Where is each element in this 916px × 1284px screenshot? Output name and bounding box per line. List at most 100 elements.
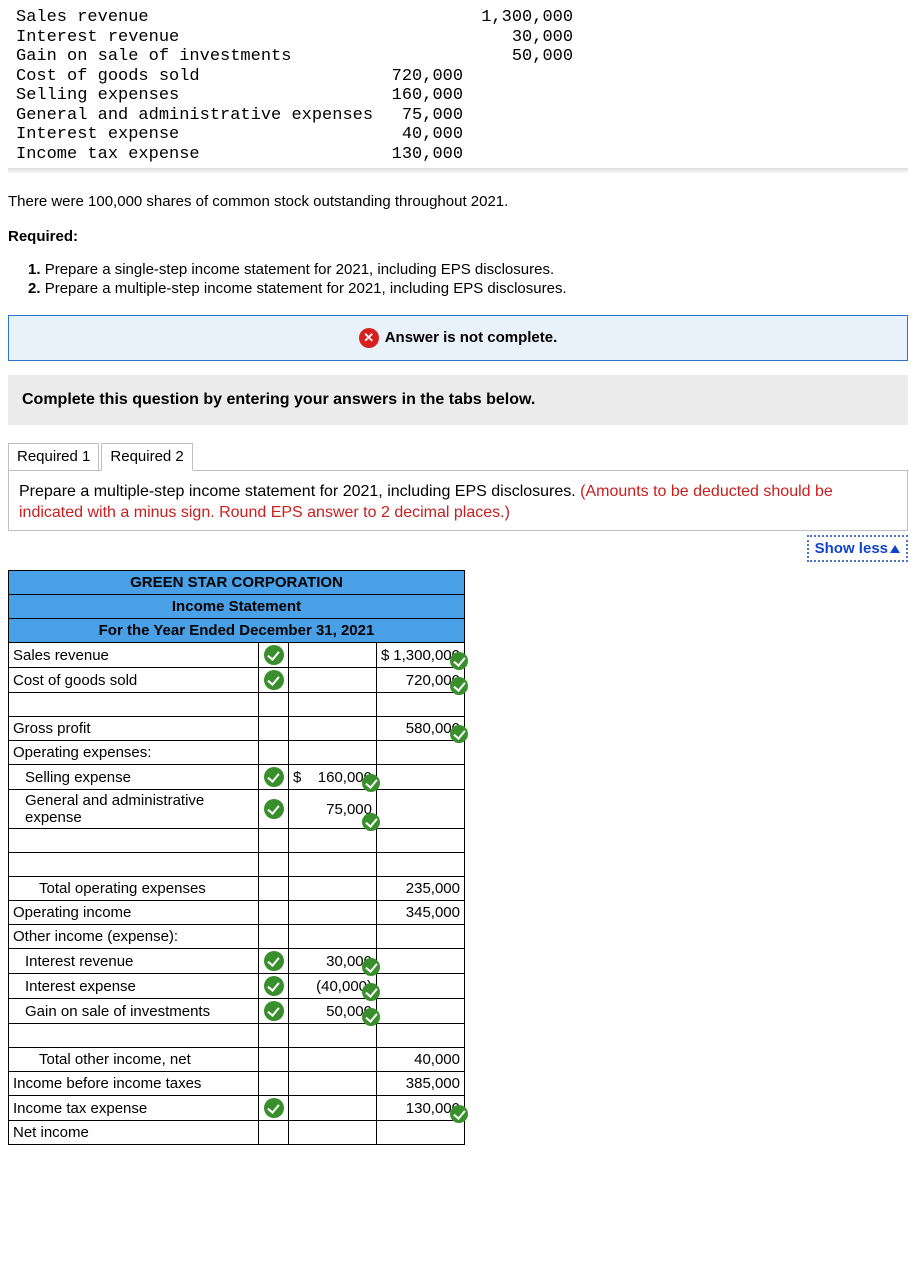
check-icon <box>264 951 284 971</box>
value-cell-2[interactable]: 720,000 <box>377 668 465 693</box>
instruction-box: Complete this question by entering your … <box>8 375 908 425</box>
tabs: Required 1 Required 2 <box>8 443 908 471</box>
row-label[interactable]: Other income (expense): <box>9 925 259 949</box>
value-cell-1[interactable] <box>289 741 377 765</box>
value-cell-1[interactable] <box>289 1024 377 1048</box>
value-cell-2[interactable] <box>377 1024 465 1048</box>
value-cell-2[interactable] <box>377 999 465 1024</box>
row-label[interactable]: Operating expenses: <box>9 741 259 765</box>
divider-shadow <box>8 168 908 174</box>
value-cell-1[interactable]: 50,000 <box>289 999 377 1024</box>
value-cell-2[interactable] <box>377 765 465 790</box>
value-cell-1[interactable]: $160,000 <box>289 765 377 790</box>
check-icon <box>264 799 284 819</box>
value-cell-2[interactable] <box>377 853 465 877</box>
value-cell-1[interactable]: (40,000) <box>289 974 377 999</box>
alert-text: Answer is not complete. <box>385 329 558 346</box>
value-cell-2[interactable] <box>377 925 465 949</box>
row-label[interactable]: Selling expense <box>9 765 259 790</box>
row-label[interactable]: Total operating expenses <box>9 877 259 901</box>
row-label[interactable]: Interest expense <box>9 974 259 999</box>
given-data-table: Sales revenue1,300,000Interest revenue30… <box>8 8 581 164</box>
table-row: Other income (expense): <box>9 925 465 949</box>
row-label[interactable]: Operating income <box>9 901 259 925</box>
value-cell-2[interactable] <box>377 790 465 829</box>
required-label: Required: <box>8 227 908 247</box>
table-row: Selling expense $160,000 <box>9 765 465 790</box>
value-cell-1[interactable] <box>289 693 377 717</box>
check-icon <box>264 767 284 787</box>
given-data-row: General and administrative expenses75,00… <box>8 106 581 126</box>
chevron-up-icon <box>890 545 900 553</box>
row-label[interactable]: Interest revenue <box>9 949 259 974</box>
value-cell-1[interactable]: 30,000 <box>289 949 377 974</box>
table-row: Gross profit 580,000 <box>9 717 465 741</box>
value-cell-1[interactable] <box>289 1121 377 1145</box>
row-label[interactable]: Cost of goods sold <box>9 668 259 693</box>
row-label <box>9 1024 259 1048</box>
value-cell-1[interactable] <box>289 925 377 949</box>
value-cell-2[interactable] <box>377 1121 465 1145</box>
given-data-row: Interest expense40,000 <box>8 125 581 145</box>
row-label[interactable]: Net income <box>9 1121 259 1145</box>
requirement-2: Prepare a multiple-step income statement… <box>45 280 567 297</box>
value-cell-1[interactable] <box>289 829 377 853</box>
statement-title: GREEN STAR CORPORATION <box>9 571 465 595</box>
value-cell-2[interactable] <box>377 974 465 999</box>
show-less-toggle[interactable]: Show less <box>807 535 908 562</box>
value-cell-2[interactable] <box>377 949 465 974</box>
given-data-row: Cost of goods sold720,000 <box>8 67 581 87</box>
prompt-main: Prepare a multiple-step income statement… <box>19 483 580 500</box>
value-cell-2[interactable]: 385,000 <box>377 1072 465 1096</box>
check-icon <box>264 1098 284 1118</box>
value-cell-1[interactable] <box>289 901 377 925</box>
value-cell-2[interactable] <box>377 741 465 765</box>
value-cell-2[interactable]: 130,000 <box>377 1096 465 1121</box>
row-label <box>9 693 259 717</box>
table-row <box>9 829 465 853</box>
row-label[interactable]: Income tax expense <box>9 1096 259 1121</box>
table-row: Cost of goods sold 720,000 <box>9 668 465 693</box>
value-cell-2[interactable]: 345,000 <box>377 901 465 925</box>
row-label[interactable]: Income before income taxes <box>9 1072 259 1096</box>
value-cell-2[interactable]: $1,300,000 <box>377 643 465 668</box>
table-row: Income before income taxes 385,000 <box>9 1072 465 1096</box>
value-cell-1[interactable]: 75,000 <box>289 790 377 829</box>
check-icon <box>264 1001 284 1021</box>
answer-incomplete-banner: ✕ Answer is not complete. <box>8 315 908 361</box>
table-row <box>9 1024 465 1048</box>
value-cell-2[interactable]: 580,000 <box>377 717 465 741</box>
value-cell-2[interactable] <box>377 829 465 853</box>
value-cell-2[interactable]: 40,000 <box>377 1048 465 1072</box>
tab-required-2[interactable]: Required 2 <box>101 443 192 471</box>
value-cell-1[interactable] <box>289 1096 377 1121</box>
statement-period: For the Year Ended December 31, 2021 <box>9 619 465 643</box>
table-row: Interest expense (40,000) <box>9 974 465 999</box>
value-cell-1[interactable] <box>289 1072 377 1096</box>
row-label[interactable]: Gross profit <box>9 717 259 741</box>
row-label[interactable]: Sales revenue <box>9 643 259 668</box>
value-cell-2[interactable] <box>377 693 465 717</box>
given-data-row: Gain on sale of investments50,000 <box>8 47 581 67</box>
income-statement-table: GREEN STAR CORPORATION Income Statement … <box>8 570 465 1145</box>
check-icon <box>264 645 284 665</box>
value-cell-1[interactable] <box>289 853 377 877</box>
value-cell-1[interactable] <box>289 717 377 741</box>
value-cell-1[interactable] <box>289 643 377 668</box>
requirement-1: Prepare a single-step income statement f… <box>45 261 554 278</box>
table-row: Net income <box>9 1121 465 1145</box>
value-cell-1[interactable] <box>289 877 377 901</box>
value-cell-2[interactable]: 235,000 <box>377 877 465 901</box>
table-row: Interest revenue 30,000 <box>9 949 465 974</box>
value-cell-1[interactable] <box>289 1048 377 1072</box>
table-row: Gain on sale of investments 50,000 <box>9 999 465 1024</box>
row-label <box>9 853 259 877</box>
row-label[interactable]: Gain on sale of investments <box>9 999 259 1024</box>
table-row: Total other income, net 40,000 <box>9 1048 465 1072</box>
check-icon <box>264 976 284 996</box>
row-label[interactable]: Total other income, net <box>9 1048 259 1072</box>
row-label[interactable]: General and administrative expense <box>9 790 259 829</box>
value-cell-1[interactable] <box>289 668 377 693</box>
tab-required-1[interactable]: Required 1 <box>8 443 99 471</box>
table-row: General and administrative expense 75,000 <box>9 790 465 829</box>
